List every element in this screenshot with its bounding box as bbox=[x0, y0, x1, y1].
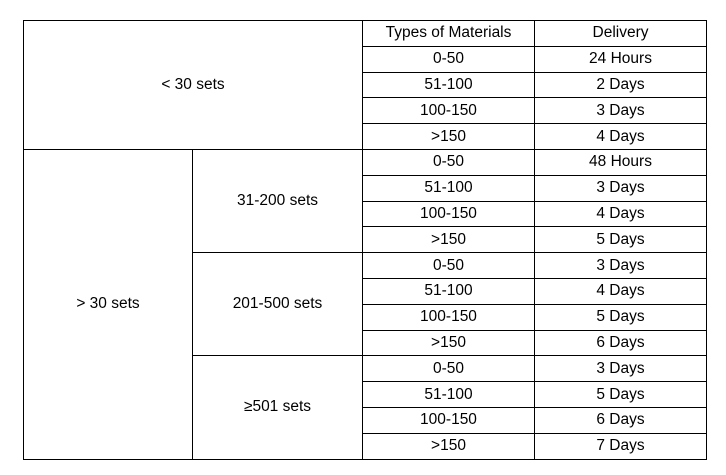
delivery-cell: 4 Days bbox=[534, 277, 707, 305]
delivery-cell: 48 Hours bbox=[534, 148, 707, 176]
materials-cell: 0-50 bbox=[362, 252, 535, 279]
table-row: 0-50 24 Hours bbox=[24, 45, 707, 73]
table-row: ≥501 sets 0-50 3 Days bbox=[24, 355, 707, 460]
table-row: >150 6 Days bbox=[24, 329, 707, 357]
table-row: 100-150 4 Days bbox=[24, 200, 707, 228]
materials-cell: 100-150 bbox=[362, 303, 535, 331]
table-row: 51-100 3 Days bbox=[24, 174, 707, 202]
delivery-cell: 6 Days bbox=[534, 406, 707, 434]
materials-cell: 0-50 bbox=[362, 355, 535, 383]
delivery-cell: 6 Days bbox=[534, 329, 707, 357]
delivery-cell: 4 Days bbox=[534, 123, 707, 150]
materials-cell: 0-50 bbox=[362, 45, 535, 73]
table-row: 51-100 2 Days bbox=[24, 71, 707, 99]
header-materials: Types of Materials bbox=[362, 20, 535, 47]
header-delivery: Delivery bbox=[534, 20, 707, 47]
delivery-cell: 5 Days bbox=[534, 226, 707, 254]
materials-cell: 51-100 bbox=[362, 381, 535, 408]
materials-cell: 51-100 bbox=[362, 277, 535, 305]
materials-cell: 51-100 bbox=[362, 174, 535, 202]
materials-cell: >150 bbox=[362, 226, 535, 254]
delivery-cell: 4 Days bbox=[534, 200, 707, 228]
table-row: > 30 sets 31-200 sets 0-50 48 Hours bbox=[23, 148, 707, 460]
delivery-cell: 5 Days bbox=[534, 303, 707, 331]
delivery-cell: 3 Days bbox=[534, 174, 707, 202]
table-row: 100-150 5 Days bbox=[24, 303, 707, 331]
table-row: 100-150 6 Days bbox=[24, 406, 707, 434]
materials-cell: 51-100 bbox=[362, 71, 535, 99]
delivery-cell: 3 Days bbox=[534, 252, 707, 279]
materials-cell: >150 bbox=[362, 329, 535, 357]
delivery-cell: 2 Days bbox=[534, 71, 707, 99]
table-row: 201-500 sets 0-50 3 Days bbox=[24, 252, 707, 357]
table-row: >150 5 Days bbox=[24, 226, 707, 254]
materials-cell: 0-50 bbox=[362, 148, 535, 176]
materials-cell: >150 bbox=[362, 432, 535, 460]
group-label-over-30: > 30 sets bbox=[23, 148, 193, 460]
materials-cell: 100-150 bbox=[362, 406, 535, 434]
table-row: >150 7 Days bbox=[24, 432, 707, 460]
delivery-cell: 3 Days bbox=[534, 97, 707, 125]
materials-cell: 100-150 bbox=[362, 200, 535, 228]
delivery-cell: 24 Hours bbox=[534, 45, 707, 73]
delivery-cell: 5 Days bbox=[534, 381, 707, 408]
subgroup-label-201-500: 201-500 sets bbox=[192, 252, 363, 357]
group-label-under-30: < 30 sets bbox=[23, 20, 363, 150]
table-row: < 30 sets Types of Materials Delivery bbox=[23, 20, 707, 150]
table-row: 51-100 5 Days bbox=[24, 381, 707, 408]
subgroup-label-501-plus: ≥501 sets bbox=[192, 355, 363, 460]
materials-cell: 100-150 bbox=[362, 97, 535, 125]
subgroup-label-31-200: 31-200 sets bbox=[192, 148, 363, 254]
materials-cell: >150 bbox=[362, 123, 535, 150]
delivery-cell: 7 Days bbox=[534, 432, 707, 460]
delivery-table: < 30 sets Types of Materials Delivery 0-… bbox=[23, 20, 707, 460]
table-row: >150 4 Days bbox=[24, 123, 707, 150]
delivery-cell: 3 Days bbox=[534, 355, 707, 383]
table-row: 100-150 3 Days bbox=[24, 97, 707, 125]
